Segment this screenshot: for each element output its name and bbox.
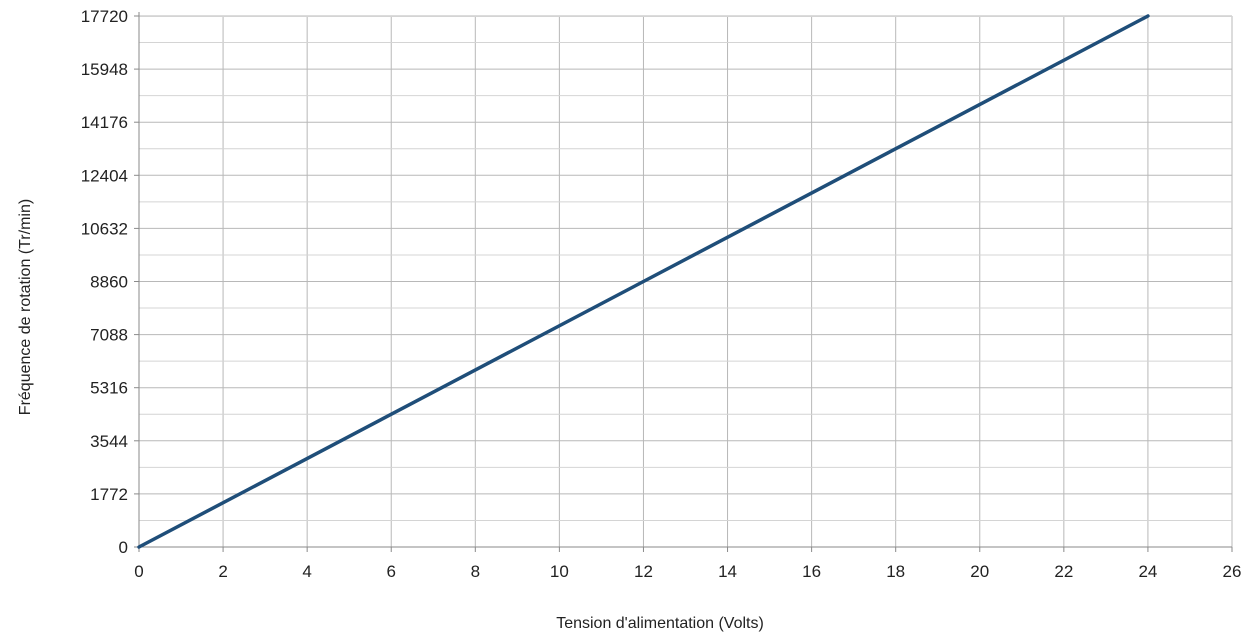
x-tick-label: 2 [218,562,227,581]
x-tick-label: 14 [718,562,737,581]
y-tick-label: 1772 [90,485,128,504]
x-tick-label: 12 [634,562,653,581]
x-tick-label: 0 [134,562,143,581]
series-line [137,14,1150,549]
x-tick-label: 18 [886,562,905,581]
axes [134,12,1233,552]
x-tick-label: 20 [970,562,989,581]
x-tick-label: 26 [1223,562,1242,581]
x-tick-label: 4 [302,562,311,581]
y-tick-label: 10632 [81,219,128,238]
y-tick-label: 3544 [90,432,128,451]
y-tick-label: 8860 [90,273,128,292]
x-tick-label: 16 [802,562,821,581]
x-tick-label: 6 [386,562,395,581]
y-tick-label: 7088 [90,326,128,345]
x-tick-labels: 0 2 4 6 8 10 12 14 16 18 20 22 24 26 [134,562,1241,581]
y-tick-label: 15948 [81,60,128,79]
y-tick-label: 17720 [81,7,128,26]
grid [138,15,1233,548]
y-tick-label: 14176 [81,113,128,132]
y-tick-label: 5316 [90,379,128,398]
y-axis-title: Fréquence de rotation (Tr/min) [17,199,34,415]
x-tick-label: 10 [550,562,569,581]
x-tick-label: 8 [471,562,480,581]
x-axis-title: Tension d'alimentation (Volts) [556,615,764,632]
x-tick-label: 24 [1138,562,1157,581]
y-tick-labels: 0 1772 3544 5316 7088 8860 10632 12404 14176 1594… [81,7,128,557]
y-tick-label: 12404 [81,166,128,185]
y-tick-label: 0 [119,538,128,557]
x-tick-label: 22 [1054,562,1073,581]
series-layer [137,14,1150,549]
